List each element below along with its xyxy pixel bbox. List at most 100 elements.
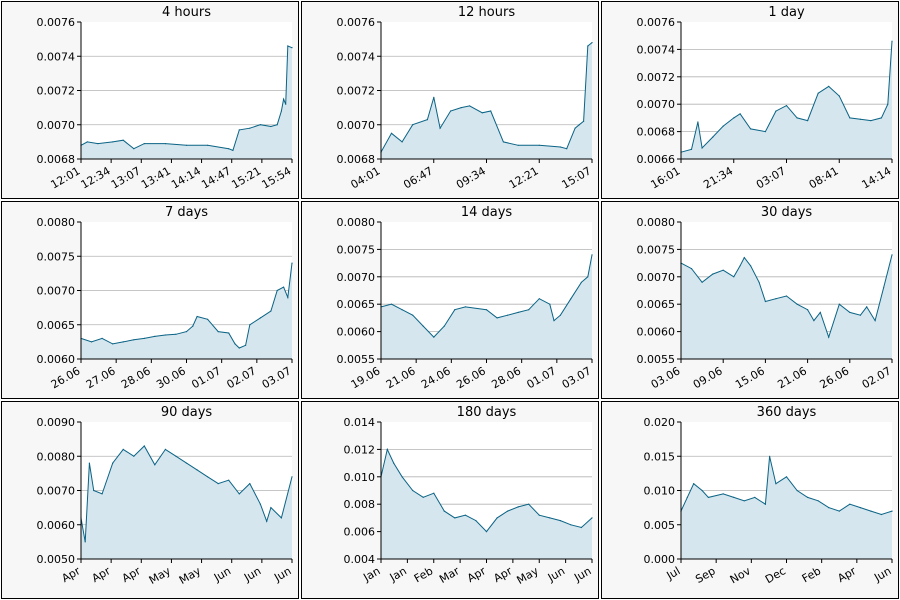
x-tick-label: Apr	[835, 564, 858, 585]
chart-svg: 180 days 0.004 0.006 0.008 0.010 0.012 0.014 Ja…	[344, 405, 594, 587]
y-tick-label: 0.0076	[337, 16, 376, 29]
x-tick-label: 28.06	[119, 364, 153, 391]
x-tick-label: Feb	[800, 564, 823, 585]
chart-svg: 12 hours 0.0068 0.0070 0.0072 0.0074 0.0076 04…	[337, 5, 594, 191]
y-tick-label: 0.004	[344, 553, 376, 566]
area-fill	[681, 456, 892, 559]
y-tick-label: 0.0080	[637, 216, 676, 229]
y-tick-label: 0.0050	[37, 553, 76, 566]
series-line	[680, 41, 893, 153]
series-line	[380, 42, 593, 153]
x-tick-label: 03.07	[260, 364, 294, 391]
chart-panel: 360 days 0.000 0.005 0.010 0.015 0.020 Jul Sep N…	[601, 401, 899, 599]
x-tick-label: 04:01	[349, 164, 383, 191]
y-tick-label: 0.0070	[337, 271, 376, 284]
chart-svg: 1 day 0.0066 0.0068 0.0070 0.0072 0.0074 0.007…	[637, 5, 894, 191]
x-tick-label: Apr	[491, 564, 514, 585]
area-fill	[681, 254, 892, 359]
series-line	[680, 456, 893, 516]
y-tick-label: 0.012	[344, 443, 376, 456]
chart-panel: 14 days 0.0055 0.0060 0.0065 0.0070 0.0075 0.0…	[301, 201, 599, 399]
x-tick-label: 12:21	[507, 164, 541, 191]
x-tick-label: 26.06	[49, 364, 83, 391]
x-tick-label: 12:34	[79, 164, 113, 191]
y-tick-label: 0.0074	[37, 50, 76, 63]
y-tick-label: 0.0076	[637, 16, 676, 29]
chart-svg: 90 days 0.0050 0.0060 0.0070 0.0080 0.0090 Apr…	[37, 405, 294, 587]
chart-title: 180 days	[457, 405, 517, 420]
x-tick-label: 03.07	[560, 364, 594, 391]
x-tick-label: 13:07	[109, 164, 143, 191]
y-tick-label: 0.0055	[637, 353, 676, 366]
chart-title: 4 hours	[162, 5, 211, 20]
area-fill	[681, 41, 892, 160]
y-tick-label: 0.0075	[37, 250, 76, 263]
y-tick-label: 0.0070	[37, 285, 76, 298]
x-tick-label: Dec	[763, 564, 788, 586]
y-tick-label: 0.014	[344, 416, 376, 429]
x-tick-label: 28.06	[489, 364, 523, 391]
series-line	[380, 254, 593, 338]
y-tick-label: 0.0075	[637, 243, 676, 256]
x-tick-label: 30.06	[154, 364, 188, 391]
x-tick-label: 14:47	[199, 164, 233, 191]
y-tick-label: 0.015	[644, 450, 676, 463]
y-tick-label: 0.0072	[37, 85, 76, 98]
x-tick-label: 09.06	[691, 364, 725, 391]
x-tick-label: 02.07	[860, 364, 894, 391]
x-tick-label: 15.06	[733, 364, 767, 391]
y-tick-label: 0.0070	[37, 119, 76, 132]
y-tick-label: 0.0070	[637, 271, 676, 284]
x-tick-label: 21.06	[384, 364, 418, 391]
y-tick-label: 0.0090	[37, 416, 76, 429]
x-tick-label: 24.06	[419, 364, 453, 391]
x-tick-label: 14:14	[169, 164, 203, 191]
x-tick-label: 14:14	[860, 164, 894, 191]
chart-svg: 30 days 0.0055 0.0060 0.0065 0.0070 0.0075 0.0…	[637, 205, 894, 391]
y-tick-label: 0.0068	[37, 153, 76, 166]
x-tick-label: Feb	[412, 564, 435, 585]
x-tick-label: 15:21	[229, 164, 263, 191]
chart-panel: 90 days 0.0050 0.0060 0.0070 0.0080 0.0090 Apr…	[1, 401, 299, 599]
chart-title: 12 hours	[458, 5, 515, 20]
y-tick-label: 0.0065	[337, 298, 376, 311]
x-tick-label: 03.06	[649, 364, 683, 391]
chart-panel: 30 days 0.0055 0.0060 0.0065 0.0070 0.0075 0.0…	[601, 201, 899, 399]
x-tick-label: 08:41	[807, 164, 841, 191]
y-tick-label: 0.0080	[37, 216, 76, 229]
y-tick-label: 0.000	[644, 553, 676, 566]
chart-panel: 180 days 0.004 0.006 0.008 0.010 0.012 0.014 Ja…	[301, 401, 599, 599]
x-tick-label: 26.06	[454, 364, 488, 391]
chart-panel: 4 hours 0.0068 0.0070 0.0072 0.0074 0.0076 12:…	[1, 1, 299, 199]
chart-title: 360 days	[757, 405, 817, 420]
x-tick-label: Mar	[437, 564, 462, 586]
x-tick-label: Apr	[90, 564, 113, 585]
x-tick-label: 01.07	[189, 364, 223, 391]
y-tick-label: 0.0065	[37, 319, 76, 332]
x-tick-label: 02.07	[225, 364, 259, 391]
chart-title: 7 days	[165, 205, 208, 220]
y-tick-label: 0.0072	[337, 85, 376, 98]
x-tick-label: 09:34	[454, 164, 488, 191]
x-tick-label: 15:54	[260, 164, 294, 191]
x-tick-label: Jun	[271, 564, 293, 584]
x-tick-label: 01.07	[525, 364, 559, 391]
x-tick-label: Jun	[211, 564, 233, 584]
y-tick-label: 0.0060	[637, 326, 676, 339]
y-tick-label: 0.0075	[337, 243, 376, 256]
y-tick-label: 0.0068	[337, 153, 376, 166]
chart-svg: 4 hours 0.0068 0.0070 0.0072 0.0074 0.0076 12:…	[37, 5, 294, 191]
y-tick-label: 0.0074	[637, 43, 676, 56]
x-tick-label: Jun	[545, 564, 567, 584]
y-tick-label: 0.006	[344, 526, 376, 539]
area-fill	[381, 42, 592, 159]
x-tick-label: Apr	[60, 564, 83, 585]
x-tick-label: Apr	[120, 564, 143, 585]
series-line	[80, 263, 293, 349]
x-tick-label: 06:47	[401, 164, 435, 191]
y-tick-label: 0.0060	[37, 519, 76, 532]
x-tick-label: Jun	[571, 564, 593, 584]
x-tick-label: 16:01	[649, 164, 683, 191]
x-tick-label: 19.06	[349, 364, 383, 391]
